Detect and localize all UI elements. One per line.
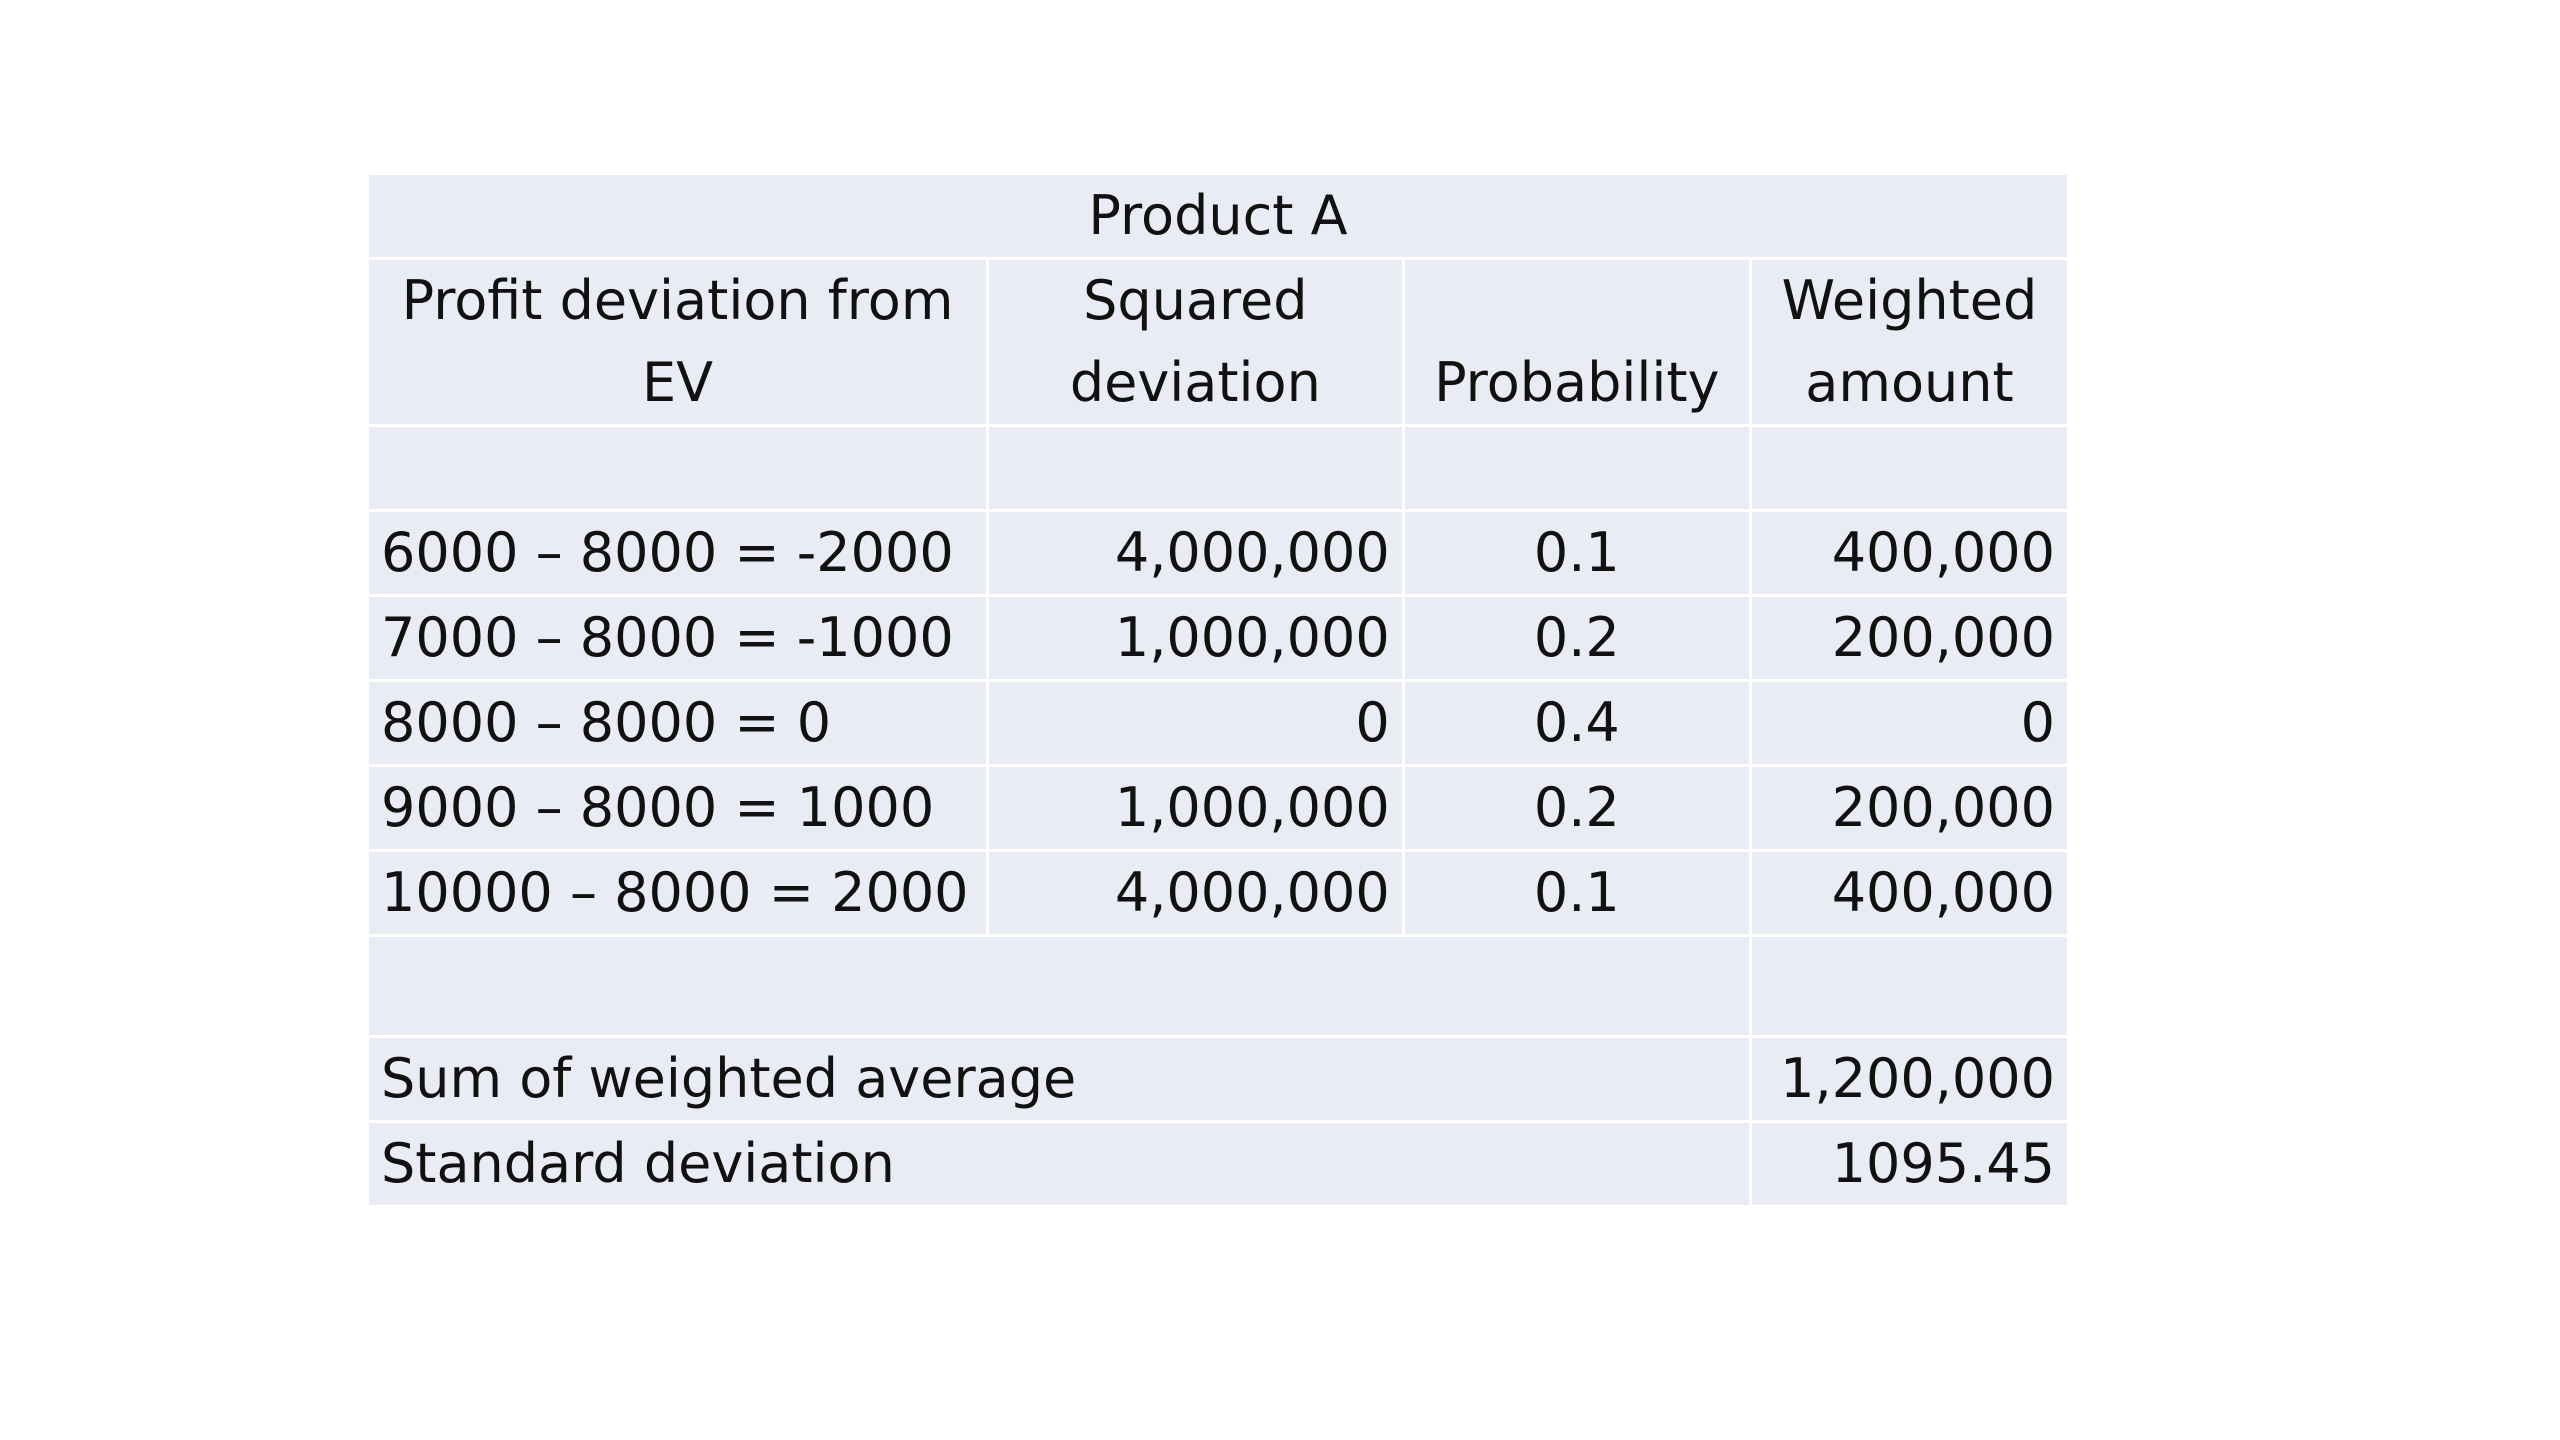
weighted-cell: 400,000 [1748, 509, 2071, 597]
spacer-cell [366, 424, 989, 512]
table-row: 8000 – 8000 = 0 0 0.4 0 [366, 679, 2071, 767]
header-squared-deviation-line-1: Squared [1083, 269, 1308, 332]
table-row: 6000 – 8000 = -2000 4,000,000 0.1 400,00… [366, 509, 2071, 597]
weighted-cell: 0 [1748, 679, 2071, 767]
header-weighted-amount: Weighted amount [1748, 257, 2071, 427]
deviation-cell: 6000 – 8000 = -2000 [366, 509, 989, 597]
probability-cell: 0.2 [1401, 594, 1752, 682]
squared-cell: 4,000,000 [986, 509, 1405, 597]
table-row: 10000 – 8000 = 2000 4,000,000 0.1 400,00… [366, 849, 2071, 937]
standard-deviation-table: Product A Profit deviation from EV Squar… [366, 172, 2071, 1208]
weighted-cell: 400,000 [1748, 849, 2071, 937]
table-spacer-row [366, 424, 2071, 512]
table-row: 7000 – 8000 = -1000 1,000,000 0.2 200,00… [366, 594, 2071, 682]
spacer-cell [986, 424, 1405, 512]
deviation-cell: 10000 – 8000 = 2000 [366, 849, 989, 937]
sum-row: Sum of weighted average 1,200,000 [366, 1035, 2071, 1123]
deviation-cell: 7000 – 8000 = -1000 [366, 594, 989, 682]
deviation-cell: 8000 – 8000 = 0 [366, 679, 989, 767]
probability-cell: 0.1 [1401, 849, 1752, 937]
deviation-cell: 9000 – 8000 = 1000 [366, 764, 989, 852]
table-row: 9000 – 8000 = 1000 1,000,000 0.2 200,000 [366, 764, 2071, 852]
standard-deviation-label: Standard deviation [366, 1120, 1752, 1208]
spacer-cell [366, 934, 1752, 1038]
sum-value: 1,200,000 [1748, 1035, 2071, 1123]
sum-label: Sum of weighted average [366, 1035, 1752, 1123]
header-profit-deviation-line-1: Profit deviation from [401, 269, 954, 332]
header-weighted-amount-line-2: amount [1805, 351, 2014, 414]
header-squared-deviation: Squared deviation [986, 257, 1405, 427]
spacer-cell [1748, 934, 2071, 1038]
squared-cell: 4,000,000 [986, 849, 1405, 937]
header-weighted-amount-line-1: Weighted [1781, 269, 2038, 332]
table-title-row: Product A [366, 172, 2070, 260]
weighted-cell: 200,000 [1748, 764, 2071, 852]
squared-cell: 0 [986, 679, 1405, 767]
spacer-cell [1401, 424, 1752, 512]
header-profit-deviation: Profit deviation from EV [366, 257, 989, 427]
weighted-cell: 200,000 [1748, 594, 2071, 682]
spacer-cell [1748, 424, 2071, 512]
standard-deviation-value: 1095.45 [1748, 1120, 2071, 1208]
header-profit-deviation-line-2: EV [641, 351, 714, 414]
probability-cell: 0.4 [1401, 679, 1752, 767]
header-squared-deviation-line-2: deviation [1069, 351, 1321, 414]
header-probability: Probability [1401, 257, 1752, 427]
header-probability-label: Probability [1434, 351, 1720, 414]
probability-cell: 0.2 [1401, 764, 1752, 852]
table-header-row: Profit deviation from EV Squared deviati… [366, 257, 2071, 427]
probability-cell: 0.1 [1401, 509, 1752, 597]
squared-cell: 1,000,000 [986, 594, 1405, 682]
summary-spacer-row [366, 934, 2071, 1038]
standard-deviation-row: Standard deviation 1095.45 [366, 1120, 2071, 1208]
squared-cell: 1,000,000 [986, 764, 1405, 852]
table-title: Product A [366, 172, 2070, 260]
